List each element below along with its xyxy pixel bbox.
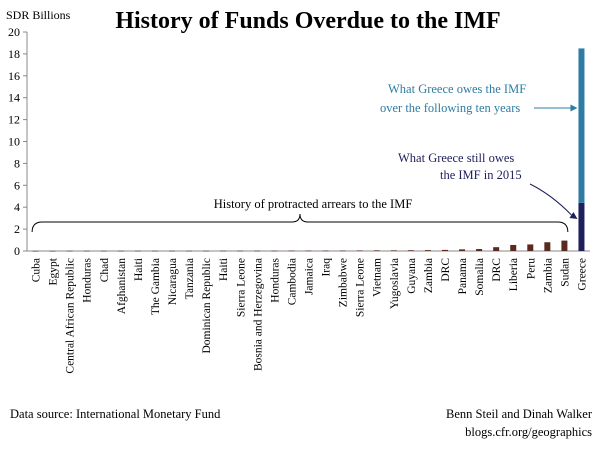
x-tick-label: Sierra Leone	[235, 258, 247, 317]
x-axis-labels: Cuba Egypt Central African Republic Hondura…	[31, 257, 589, 373]
bar-tanzania-9	[186, 250, 193, 252]
x-tick-label: Zambia	[542, 258, 554, 293]
x-tick-label: Sierra Leone	[355, 258, 367, 317]
annotations: What Greece owes the IMF over the follow…	[31, 82, 578, 233]
x-tick-label: Vietnam	[372, 258, 384, 297]
x-tick-label: Sudan	[559, 258, 571, 287]
x-tick-label: Cuba	[31, 258, 43, 282]
annotation-greece-2015-line1: What Greece still owes	[398, 151, 514, 165]
bar-drc-27	[493, 247, 500, 251]
x-tick-label: Haiti	[218, 258, 230, 281]
x-tick-label: Egypt	[48, 257, 60, 285]
y-tick-label: 4	[14, 200, 20, 214]
bar-cambodia-15	[288, 250, 295, 252]
bar-chad-4	[100, 250, 107, 252]
y-tick-label: 10	[8, 135, 20, 149]
bar-zambia-23	[424, 250, 431, 251]
bar-vietnam-20	[373, 250, 380, 251]
annotation-history: History of protracted arrears to the IMF	[214, 197, 413, 211]
x-tick-label: Iraq	[321, 258, 333, 277]
history-brace	[31, 213, 569, 233]
x-tick-label: Tanzania	[184, 258, 196, 299]
bar-sierra-leone-19	[356, 250, 363, 252]
annotation-greece-2015-line2: the IMF in 2015	[440, 168, 522, 182]
x-tick-label: Cambodia	[286, 258, 298, 305]
bar-iraq-17	[322, 250, 329, 252]
annotation-greece-future-line2: over the following ten years	[380, 101, 520, 115]
bar-panama-25	[459, 249, 466, 251]
bar-greece-32	[578, 202, 585, 251]
bar-zambia-30	[544, 242, 551, 251]
footer-url: blogs.cfr.org/geographics	[465, 425, 592, 439]
y-tick-label: 18	[8, 47, 20, 61]
bar-nicaragua-8	[169, 250, 176, 252]
arrow-greece-2015	[529, 183, 572, 216]
y-tick-label: 8	[14, 156, 20, 170]
y-tick-label: 16	[8, 69, 20, 83]
arrow-greece-future-head	[570, 104, 578, 112]
bar-sierra-leone-12	[237, 250, 244, 252]
x-tick-label: DRC	[491, 258, 503, 282]
bar-bosnia-and-herzegovina-13	[254, 250, 261, 252]
x-tick-label: DRC	[440, 258, 452, 282]
bar-guyana-22	[407, 250, 414, 251]
x-tick-label: Dominican Republic	[201, 258, 213, 354]
bar-sudan-31	[561, 240, 568, 251]
x-tick-label: Zambia	[423, 258, 435, 293]
bar-central-african-republic-2	[66, 250, 73, 252]
y-tick-label: 20	[8, 25, 20, 39]
bar-egypt-1	[49, 250, 56, 252]
x-tick-label: Jamaica	[304, 258, 316, 295]
arrow-greece-2015-head	[569, 212, 578, 219]
footer-source: Data source: International Monetary Fund	[10, 407, 221, 421]
y-axis: 0 2 4 6 8 10 12 14 16 18 20	[8, 25, 590, 258]
bar-zimbabwe-18	[339, 250, 346, 252]
bar-yugoslavia-21	[390, 250, 397, 251]
bar-haiti-6	[134, 250, 141, 252]
bar-liberia-28	[510, 244, 517, 251]
x-tick-label: Zimbabwe	[338, 258, 350, 307]
x-tick-label: Bosnia and Herzegovina	[252, 258, 264, 371]
bar-cuba-0	[32, 250, 39, 252]
y-tick-label: 14	[8, 91, 20, 105]
x-tick-label: Yugoslavia	[389, 258, 401, 309]
chart-title: History of Funds Overdue to the IMF	[115, 8, 500, 34]
bar-honduras-3	[83, 250, 90, 252]
x-tick-label: Somalia	[474, 258, 486, 296]
bar-dominican-republic-10	[203, 250, 210, 252]
bar-somalia-26	[476, 249, 483, 251]
bar-haiti-11	[220, 250, 227, 252]
x-tick-label: Chad	[99, 258, 111, 283]
y-tick-label: 0	[14, 244, 20, 258]
x-tick-label: Guyana	[406, 258, 418, 294]
x-tick-label: Nicaragua	[167, 258, 179, 305]
x-tick-label: Afghanistan	[116, 258, 128, 314]
y-tick-label: 6	[14, 178, 20, 192]
x-tick-label: Liberia	[508, 258, 520, 291]
x-tick-label: Honduras	[269, 257, 281, 302]
x-tick-label: Panama	[457, 258, 469, 294]
bars	[32, 48, 585, 252]
x-tick-label: Central African Republic	[65, 258, 77, 374]
y-axis-label: SDR Billions	[6, 8, 71, 22]
x-tick-label: Peru	[525, 258, 537, 279]
y-tick-label: 2	[14, 222, 20, 236]
x-tick-label: Honduras	[82, 257, 94, 302]
x-tick-label: Haiti	[133, 258, 145, 281]
bar-the-gambia-7	[151, 250, 158, 252]
annotation-greece-future-line1: What Greece owes the IMF	[388, 82, 526, 96]
bar-drc-24	[441, 249, 448, 251]
bar-afghanistan-5	[117, 250, 124, 252]
footer-authors: Benn Steil and Dinah Walker	[446, 407, 593, 421]
bar-greece-future	[578, 48, 585, 203]
y-tick-label: 12	[8, 113, 20, 127]
x-tick-label: Greece	[576, 258, 588, 291]
bar-honduras-14	[271, 250, 278, 252]
bar-jamaica-16	[305, 250, 312, 252]
bar-peru-29	[527, 244, 534, 251]
x-tick-label: The Gambia	[150, 258, 162, 315]
